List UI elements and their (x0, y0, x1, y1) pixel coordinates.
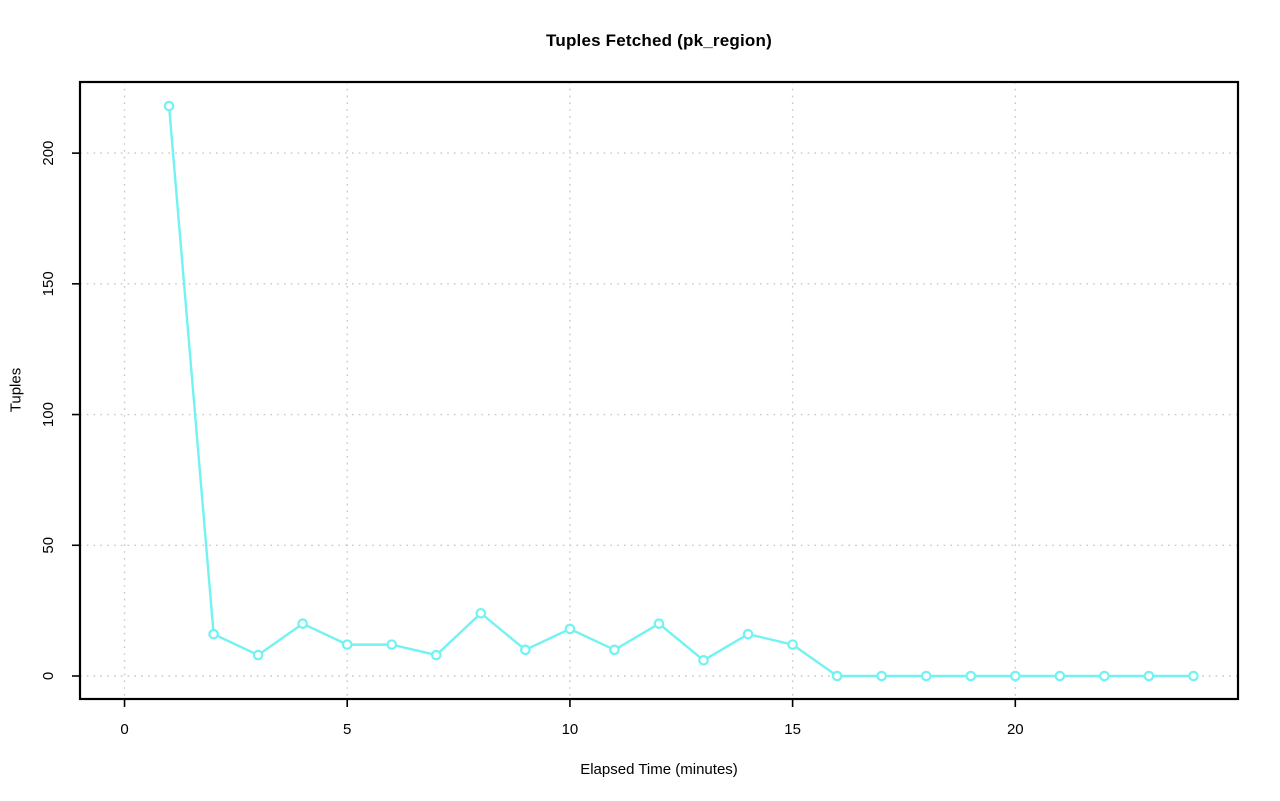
plot-box (78, 80, 1240, 701)
data-point (742, 628, 754, 640)
chart-title: Tuples Fetched (pk_region) (546, 31, 772, 50)
y-tick-label: 200 (40, 141, 57, 166)
data-point (787, 639, 798, 650)
y-tick-label: 100 (40, 402, 57, 427)
data-point (831, 670, 843, 682)
x-tick-label: 20 (1007, 721, 1024, 738)
data-point (520, 644, 531, 656)
x-tick-label: 5 (343, 721, 351, 738)
data-point (208, 628, 219, 640)
x-tick-label: 0 (120, 721, 128, 738)
data-point (1188, 670, 1199, 682)
data-point (341, 639, 353, 650)
data-point (1054, 670, 1066, 682)
data-point (698, 655, 709, 666)
data-point (1143, 670, 1155, 682)
y-tick-label: 150 (40, 271, 57, 296)
data-point (475, 607, 487, 619)
data-point (1010, 670, 1021, 682)
x-tick-label: 10 (562, 721, 579, 738)
data-point (252, 649, 264, 661)
data-point (564, 623, 576, 635)
x-axis-label: Elapsed Time (minutes) (580, 761, 738, 778)
data-point (653, 618, 665, 630)
data-point (876, 670, 887, 682)
y-tick-label: 50 (40, 537, 57, 554)
data-point (609, 644, 620, 656)
series-line (167, 104, 1195, 678)
data-point (1099, 670, 1110, 682)
data-point (965, 670, 977, 682)
y-axis-label: Tuples (7, 367, 25, 413)
data-point (297, 618, 308, 630)
y-tick-label: 0 (40, 672, 57, 680)
data-point (920, 670, 932, 682)
data-point (163, 100, 175, 112)
data-point (431, 649, 442, 661)
x-tick-label: 15 (784, 721, 801, 738)
data-point (386, 639, 398, 650)
